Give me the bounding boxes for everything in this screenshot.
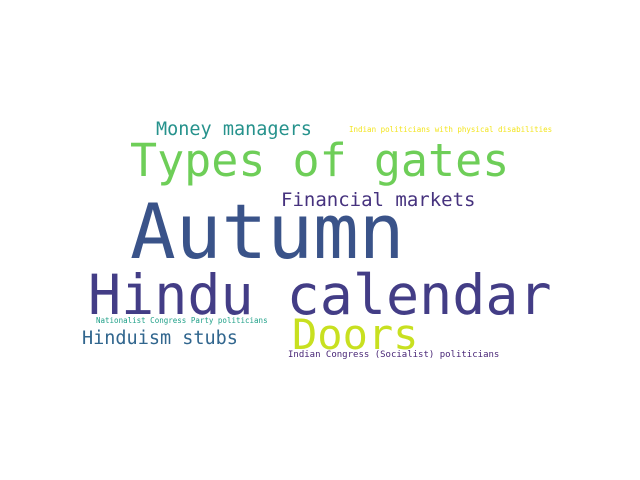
word-types-of-gates: Types of gates <box>130 134 510 187</box>
word-money-managers: Money managers <box>156 119 312 140</box>
word-autumn: Autumn <box>130 187 405 276</box>
word-indian-politicians-physical-disabilities: Indian politicians with physical disabil… <box>349 125 553 134</box>
word-financial-markets: Financial markets <box>281 189 476 211</box>
word-nationalist-congress-party-politicians: Nationalist Congress Party politicians <box>96 316 268 325</box>
word-indian-congress-socialist-politicians: Indian Congress (Socialist) politicians <box>288 350 500 360</box>
word-hinduism-stubs: Hinduism stubs <box>82 328 238 349</box>
word-hindu-calendar: Hindu calendar <box>88 263 552 327</box>
word-doors: Doors <box>292 310 419 359</box>
